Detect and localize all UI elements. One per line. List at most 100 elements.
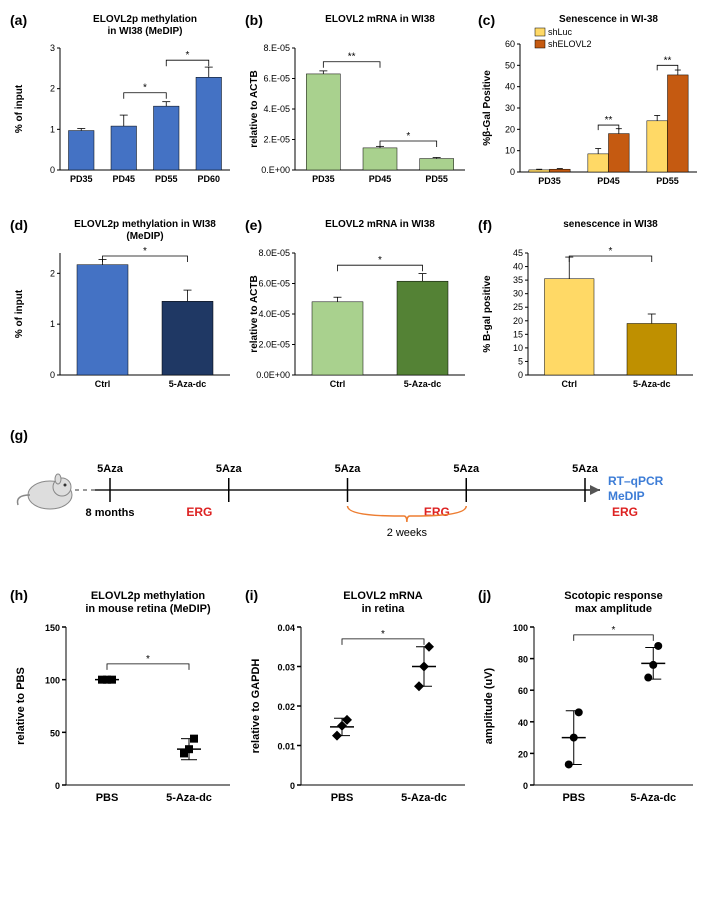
- svg-text:%β-Gal Positive: %β-Gal Positive: [482, 70, 493, 146]
- svg-text:relative to ACTB: relative to ACTB: [249, 70, 260, 147]
- svg-text:8 months: 8 months: [86, 507, 135, 519]
- panel-i-label: (i): [245, 587, 258, 603]
- panel-c-chart: Senescence in WI-380102030405060%β-Gal P…: [478, 10, 703, 200]
- panel-i-chart: ELOVL2 mRNAin retina00.010.020.030.04rel…: [245, 585, 475, 815]
- svg-text:PD35: PD35: [70, 174, 93, 184]
- svg-text:*: *: [378, 255, 382, 266]
- panel-i: (i) ELOVL2 mRNAin retina00.010.020.030.0…: [245, 585, 475, 815]
- svg-text:0: 0: [50, 370, 55, 380]
- svg-text:5-Aza-dc: 5-Aza-dc: [630, 792, 676, 804]
- svg-text:max amplitude: max amplitude: [575, 603, 652, 615]
- panel-a-label: (a): [10, 12, 27, 28]
- svg-text:ELOVL2 mRNA: ELOVL2 mRNA: [343, 590, 423, 602]
- svg-text:0: 0: [290, 781, 295, 791]
- svg-text:30: 30: [505, 103, 515, 113]
- svg-text:8.0E-05: 8.0E-05: [258, 248, 290, 258]
- panel-e-chart: ELOVL2 mRNA in WI380.0E+002.0E-054.0E-05…: [245, 215, 475, 405]
- svg-text:60: 60: [505, 39, 515, 49]
- svg-text:2: 2: [50, 84, 55, 94]
- panel-g: (g) 5Aza5Aza5Aza5Aza5Aza8 monthsERGERGER…: [10, 425, 700, 565]
- svg-text:0.01: 0.01: [277, 742, 295, 752]
- svg-text:45: 45: [513, 248, 523, 258]
- panel-h-label: (h): [10, 587, 28, 603]
- svg-text:5-Aza-dc: 5-Aza-dc: [404, 379, 442, 389]
- panel-j: (j) Scotopic responsemax amplitude020406…: [478, 585, 703, 815]
- svg-text:10: 10: [505, 146, 515, 156]
- svg-text:15: 15: [513, 329, 523, 339]
- svg-text:(MeDIP): (MeDIP): [126, 231, 163, 242]
- svg-text:40: 40: [505, 82, 515, 92]
- svg-text:20: 20: [505, 124, 515, 134]
- svg-text:senescence in WI38: senescence in WI38: [563, 219, 658, 230]
- svg-text:in WI38 (MeDIP): in WI38 (MeDIP): [107, 26, 182, 37]
- svg-text:0.04: 0.04: [277, 623, 295, 633]
- svg-text:Scotopic response: Scotopic response: [564, 590, 662, 602]
- svg-text:relative to ACTB: relative to ACTB: [249, 275, 260, 352]
- svg-text:*: *: [406, 131, 410, 142]
- svg-text:5Aza: 5Aza: [572, 463, 599, 475]
- svg-text:5-Aza-dc: 5-Aza-dc: [166, 792, 212, 804]
- svg-text:PD55: PD55: [155, 174, 178, 184]
- panel-d-chart: ELOVL2p methylation in WI38(MeDIP)012% o…: [10, 215, 240, 405]
- svg-text:ELOVL2p methylation: ELOVL2p methylation: [91, 590, 206, 602]
- svg-text:relative to PBS: relative to PBS: [15, 667, 27, 745]
- panel-h: (h) ELOVL2p methylationin mouse retina (…: [10, 585, 240, 815]
- svg-text:*: *: [609, 246, 613, 257]
- svg-text:PBS: PBS: [331, 792, 354, 804]
- svg-text:25: 25: [513, 302, 523, 312]
- svg-text:50: 50: [505, 60, 515, 70]
- svg-text:ELOVL2p methylation: ELOVL2p methylation: [93, 14, 197, 25]
- svg-text:in retina: in retina: [362, 603, 406, 615]
- svg-text:MeDIP: MeDIP: [608, 489, 645, 503]
- svg-text:*: *: [143, 83, 147, 94]
- panel-a-chart: ELOVL2p methylationin WI38 (MeDIP)0123% …: [10, 10, 240, 200]
- panel-g-label: (g): [10, 427, 28, 443]
- svg-text:2.E-05: 2.E-05: [263, 135, 290, 145]
- svg-text:5-Aza-dc: 5-Aza-dc: [633, 379, 671, 389]
- panel-j-label: (j): [478, 587, 491, 603]
- svg-text:0.0E+00: 0.0E+00: [256, 370, 290, 380]
- svg-text:4.E-05: 4.E-05: [263, 104, 290, 114]
- svg-text:5-Aza-dc: 5-Aza-dc: [169, 379, 207, 389]
- panel-c: (c) Senescence in WI-380102030405060%β-G…: [478, 10, 703, 200]
- panel-b-label: (b): [245, 12, 263, 28]
- svg-text:PBS: PBS: [562, 792, 585, 804]
- svg-text:ELOVL2 mRNA in WI38: ELOVL2 mRNA in WI38: [325, 219, 435, 230]
- svg-text:shLuc: shLuc: [548, 27, 573, 37]
- svg-text:20: 20: [513, 316, 523, 326]
- svg-text:0: 0: [50, 165, 55, 175]
- svg-text:*: *: [612, 625, 616, 636]
- svg-text:0: 0: [523, 781, 528, 791]
- svg-text:ERG: ERG: [612, 505, 638, 519]
- panel-e-label: (e): [245, 217, 262, 233]
- svg-text:10: 10: [513, 343, 523, 353]
- svg-text:3: 3: [50, 43, 55, 53]
- svg-text:100: 100: [513, 623, 528, 633]
- svg-text:6.0E-05: 6.0E-05: [258, 279, 290, 289]
- svg-text:PD60: PD60: [197, 174, 220, 184]
- svg-text:Senescence in WI-38: Senescence in WI-38: [559, 14, 658, 25]
- svg-text:20: 20: [518, 749, 528, 759]
- svg-text:5Aza: 5Aza: [216, 463, 243, 475]
- svg-text:1: 1: [50, 319, 55, 329]
- panel-f-chart: senescence in WI38051015202530354045% B-…: [478, 215, 703, 405]
- svg-text:% B-gal positive: % B-gal positive: [482, 275, 493, 353]
- svg-text:PD45: PD45: [112, 174, 135, 184]
- panel-d: (d) ELOVL2p methylation in WI38(MeDIP)01…: [10, 215, 240, 405]
- svg-text:ERG: ERG: [186, 505, 212, 519]
- svg-text:50: 50: [50, 728, 60, 738]
- svg-text:ERG: ERG: [424, 505, 450, 519]
- svg-text:RT–qPCR: RT–qPCR: [608, 474, 664, 488]
- panel-c-label: (c): [478, 12, 495, 28]
- svg-text:30: 30: [513, 289, 523, 299]
- svg-text:5Aza: 5Aza: [453, 463, 480, 475]
- svg-text:PD55: PD55: [656, 176, 679, 186]
- svg-text:ELOVL2p methylation in WI38: ELOVL2p methylation in WI38: [74, 219, 216, 230]
- svg-text:5Aza: 5Aza: [335, 463, 362, 475]
- svg-text:2.0E-05: 2.0E-05: [258, 340, 290, 350]
- svg-text:PD55: PD55: [425, 174, 448, 184]
- panel-j-chart: Scotopic responsemax amplitude0204060801…: [478, 585, 703, 815]
- svg-text:1: 1: [50, 124, 55, 134]
- panel-f: (f) senescence in WI38051015202530354045…: [478, 215, 703, 405]
- panel-f-label: (f): [478, 217, 492, 233]
